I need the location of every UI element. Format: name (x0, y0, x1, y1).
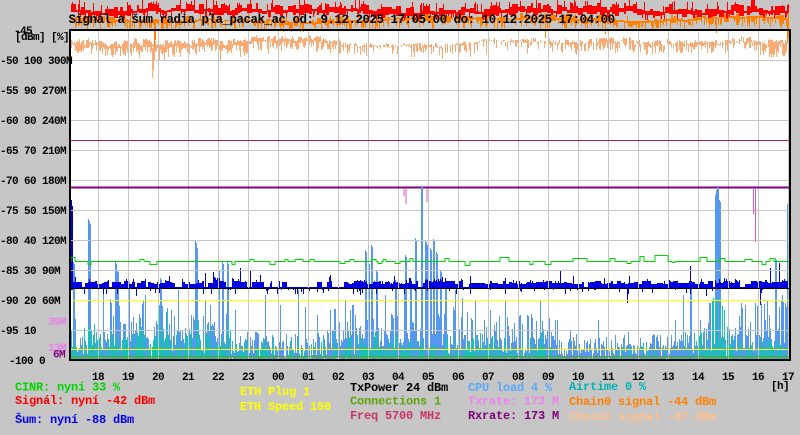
svg-text:01: 01 (302, 372, 315, 384)
svg-text:22: 22 (212, 372, 224, 384)
svg-text:10: 10 (572, 372, 584, 384)
svg-text:CINR: nyní 33 %: CINR: nyní 33 % (15, 381, 121, 395)
svg-text:14: 14 (692, 372, 705, 384)
svg-text:17: 17 (782, 372, 794, 384)
svg-text:-90 20 60M: -90 20 60M (0, 296, 61, 308)
svg-text:Šum: nyní -88 dBm: Šum: nyní -88 dBm (15, 412, 134, 427)
svg-text:12: 12 (632, 372, 644, 384)
svg-text:04: 04 (392, 372, 405, 384)
svg-text:ETH Plug 1: ETH Plug 1 (240, 385, 310, 399)
svg-text:08: 08 (512, 372, 525, 384)
svg-text:Airtime 0 %: Airtime 0 % (569, 380, 647, 394)
svg-text:16: 16 (752, 372, 764, 384)
svg-text:15: 15 (722, 372, 735, 384)
svg-text:-55 90 270M: -55 90 270M (0, 86, 67, 98)
svg-text:Chain0 signal -44 dBm: Chain0 signal -44 dBm (569, 395, 716, 409)
svg-text:11: 11 (602, 372, 615, 384)
svg-text:39M: 39M (48, 317, 67, 329)
svg-text:CPU load 4 %: CPU load 4 % (468, 381, 553, 395)
svg-text:09: 09 (542, 372, 554, 384)
svg-text:-50 100 300M: -50 100 300M (0, 56, 73, 68)
svg-text:13M: 13M (48, 343, 67, 355)
svg-text:Signál a šum radia pla_pacak_a: Signál a šum radia pla_pacak_ac od: 9.12… (69, 13, 615, 27)
svg-text:Freq 5700 MHz: Freq 5700 MHz (350, 409, 441, 423)
svg-text:Signál: nyní -42 dBm: Signál: nyní -42 dBm (15, 394, 155, 408)
svg-text:07: 07 (482, 372, 494, 384)
svg-text:19: 19 (122, 372, 134, 384)
svg-text:21: 21 (182, 372, 195, 384)
svg-text:Rxrate: 173 M: Rxrate: 173 M (468, 409, 559, 423)
svg-text:[h]: [h] (771, 381, 789, 393)
svg-text:03: 03 (362, 372, 375, 384)
svg-text:[dBm] [%]: [dBm] [%] (15, 32, 69, 44)
svg-text:-65 70 210M: -65 70 210M (0, 146, 67, 158)
svg-text:-85 30 90M: -85 30 90M (0, 266, 61, 278)
svg-text:05: 05 (422, 372, 435, 384)
svg-text:06: 06 (452, 372, 464, 384)
svg-text:-60 80 240M: -60 80 240M (0, 116, 67, 128)
svg-text:-80 40 120M: -80 40 120M (0, 236, 67, 248)
svg-text:20: 20 (152, 372, 164, 384)
svg-text:23: 23 (242, 372, 255, 384)
svg-text:13: 13 (662, 372, 675, 384)
svg-text:Connections 1: Connections 1 (350, 395, 441, 409)
svg-text:ETH Speed 100: ETH Speed 100 (240, 400, 331, 414)
svg-text:-95 10: -95 10 (0, 326, 36, 338)
svg-text:Chain1 signal -47 dBm: Chain1 signal -47 dBm (569, 410, 716, 424)
svg-text:TxPower 24 dBm: TxPower 24 dBm (350, 381, 448, 395)
svg-text:00: 00 (272, 372, 284, 384)
svg-text:-100 0: -100 0 (9, 356, 45, 368)
svg-text:6M: 6M (53, 350, 66, 362)
svg-text:Txrate: 173 M: Txrate: 173 M (468, 395, 559, 409)
svg-text:-45: -45 (14, 26, 33, 38)
svg-text:-75 50 150M: -75 50 150M (0, 206, 67, 218)
svg-text:02: 02 (332, 372, 344, 384)
svg-text:18: 18 (92, 372, 105, 384)
svg-text:-70 60 180M: -70 60 180M (0, 176, 67, 188)
